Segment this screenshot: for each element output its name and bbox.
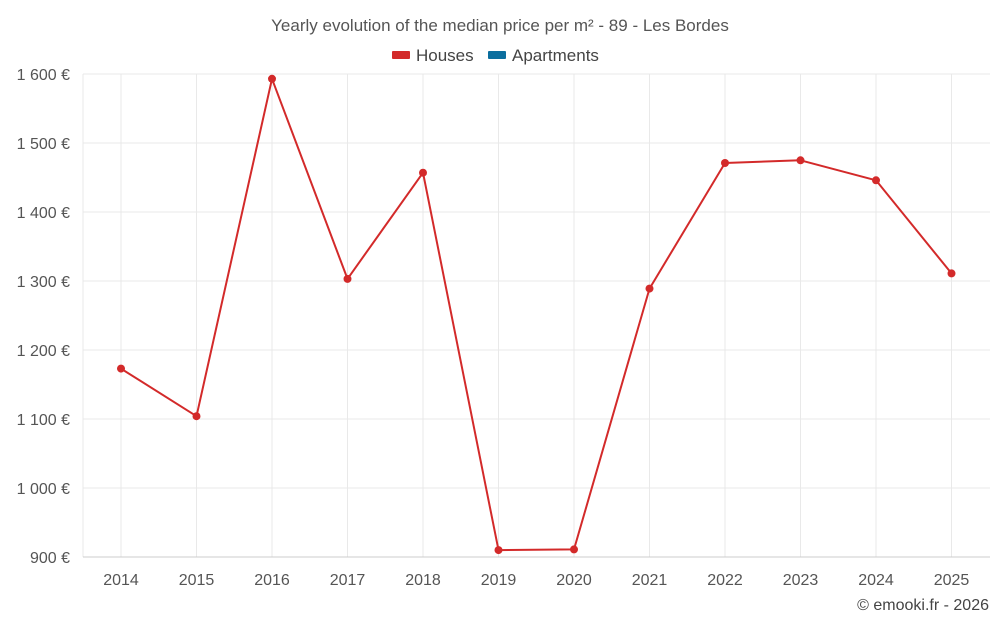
x-tick-label: 2015 — [179, 572, 215, 589]
legend-label-apartments[interactable]: Apartments — [512, 46, 599, 65]
y-tick-label: 1 600 € — [17, 67, 70, 84]
grid — [82, 73, 990, 557]
credit-text: © emooki.fr - 2026 — [857, 597, 989, 614]
data-point — [494, 546, 503, 555]
series-line-houses — [120, 77, 953, 552]
x-tick-label: 2024 — [858, 572, 894, 589]
data-point — [947, 269, 956, 278]
x-tick-label: 2016 — [254, 572, 290, 589]
y-axis: 900 € 1 000 € 1 100 € 1 200 € 1 300 € 1 400 €… — [17, 67, 70, 567]
data-point — [192, 412, 201, 421]
x-tick-label: 2021 — [632, 572, 668, 589]
y-tick-label: 1 500 € — [17, 136, 70, 153]
legend-swatch-houses[interactable] — [392, 51, 410, 59]
legend-label-houses[interactable]: Houses — [416, 46, 474, 65]
x-tick-label: 2019 — [481, 572, 517, 589]
data-point — [343, 274, 352, 283]
chart-title: Yearly evolution of the median price per… — [271, 16, 729, 35]
x-axis: 2014 2015 2016 2017 2018 2019 2020 2021 2022 2023… — [83, 556, 990, 589]
data-point — [268, 74, 276, 83]
y-tick-label: 1 400 € — [17, 205, 70, 222]
data-point — [796, 156, 805, 165]
data-point — [419, 168, 427, 177]
data-point — [570, 545, 578, 554]
y-tick-label: 1 100 € — [17, 412, 70, 429]
data-point — [645, 284, 654, 293]
data-point — [872, 176, 880, 185]
x-tick-label: 2014 — [103, 572, 139, 589]
y-tick-label: 1 300 € — [17, 274, 70, 291]
legend[interactable]: Houses Apartments — [392, 46, 599, 65]
y-tick-label: 1 200 € — [17, 343, 70, 360]
x-tick-label: 2018 — [405, 572, 441, 589]
x-tick-label: 2022 — [707, 572, 743, 589]
legend-swatch-apartments[interactable] — [488, 51, 506, 59]
data-point — [721, 159, 729, 167]
series-houses — [117, 74, 956, 555]
y-tick-label: 900 € — [30, 550, 70, 567]
x-tick-label: 2020 — [556, 572, 592, 589]
data-point — [117, 364, 125, 373]
x-tick-label: 2023 — [783, 572, 819, 589]
x-tick-label: 2025 — [934, 572, 970, 589]
y-tick-label: 1 000 € — [17, 481, 70, 498]
x-tick-label: 2017 — [330, 572, 366, 589]
